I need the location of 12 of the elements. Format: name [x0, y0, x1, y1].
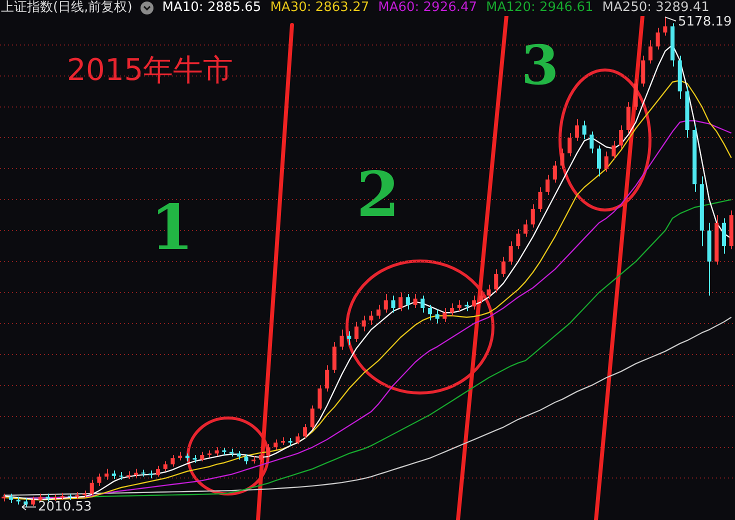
- text: MA30: 2863.27: [269, 0, 370, 16]
- text: MA10: 2885.65: [161, 0, 262, 16]
- text: MA120: 2946.61: [485, 0, 594, 16]
- annotation: 2015年牛市: [66, 52, 234, 88]
- annotation: 2010.53: [38, 499, 92, 514]
- chart-title: 上证指数(日线,前复权): [0, 0, 134, 16]
- annotation: 1: [150, 191, 194, 264]
- annotation: 2: [356, 158, 400, 232]
- text: MA60: 2926.47: [377, 0, 478, 16]
- text: MA250: 3289.41: [601, 0, 710, 16]
- annotation: 3: [521, 33, 559, 98]
- annotation: 5178.19: [678, 14, 732, 30]
